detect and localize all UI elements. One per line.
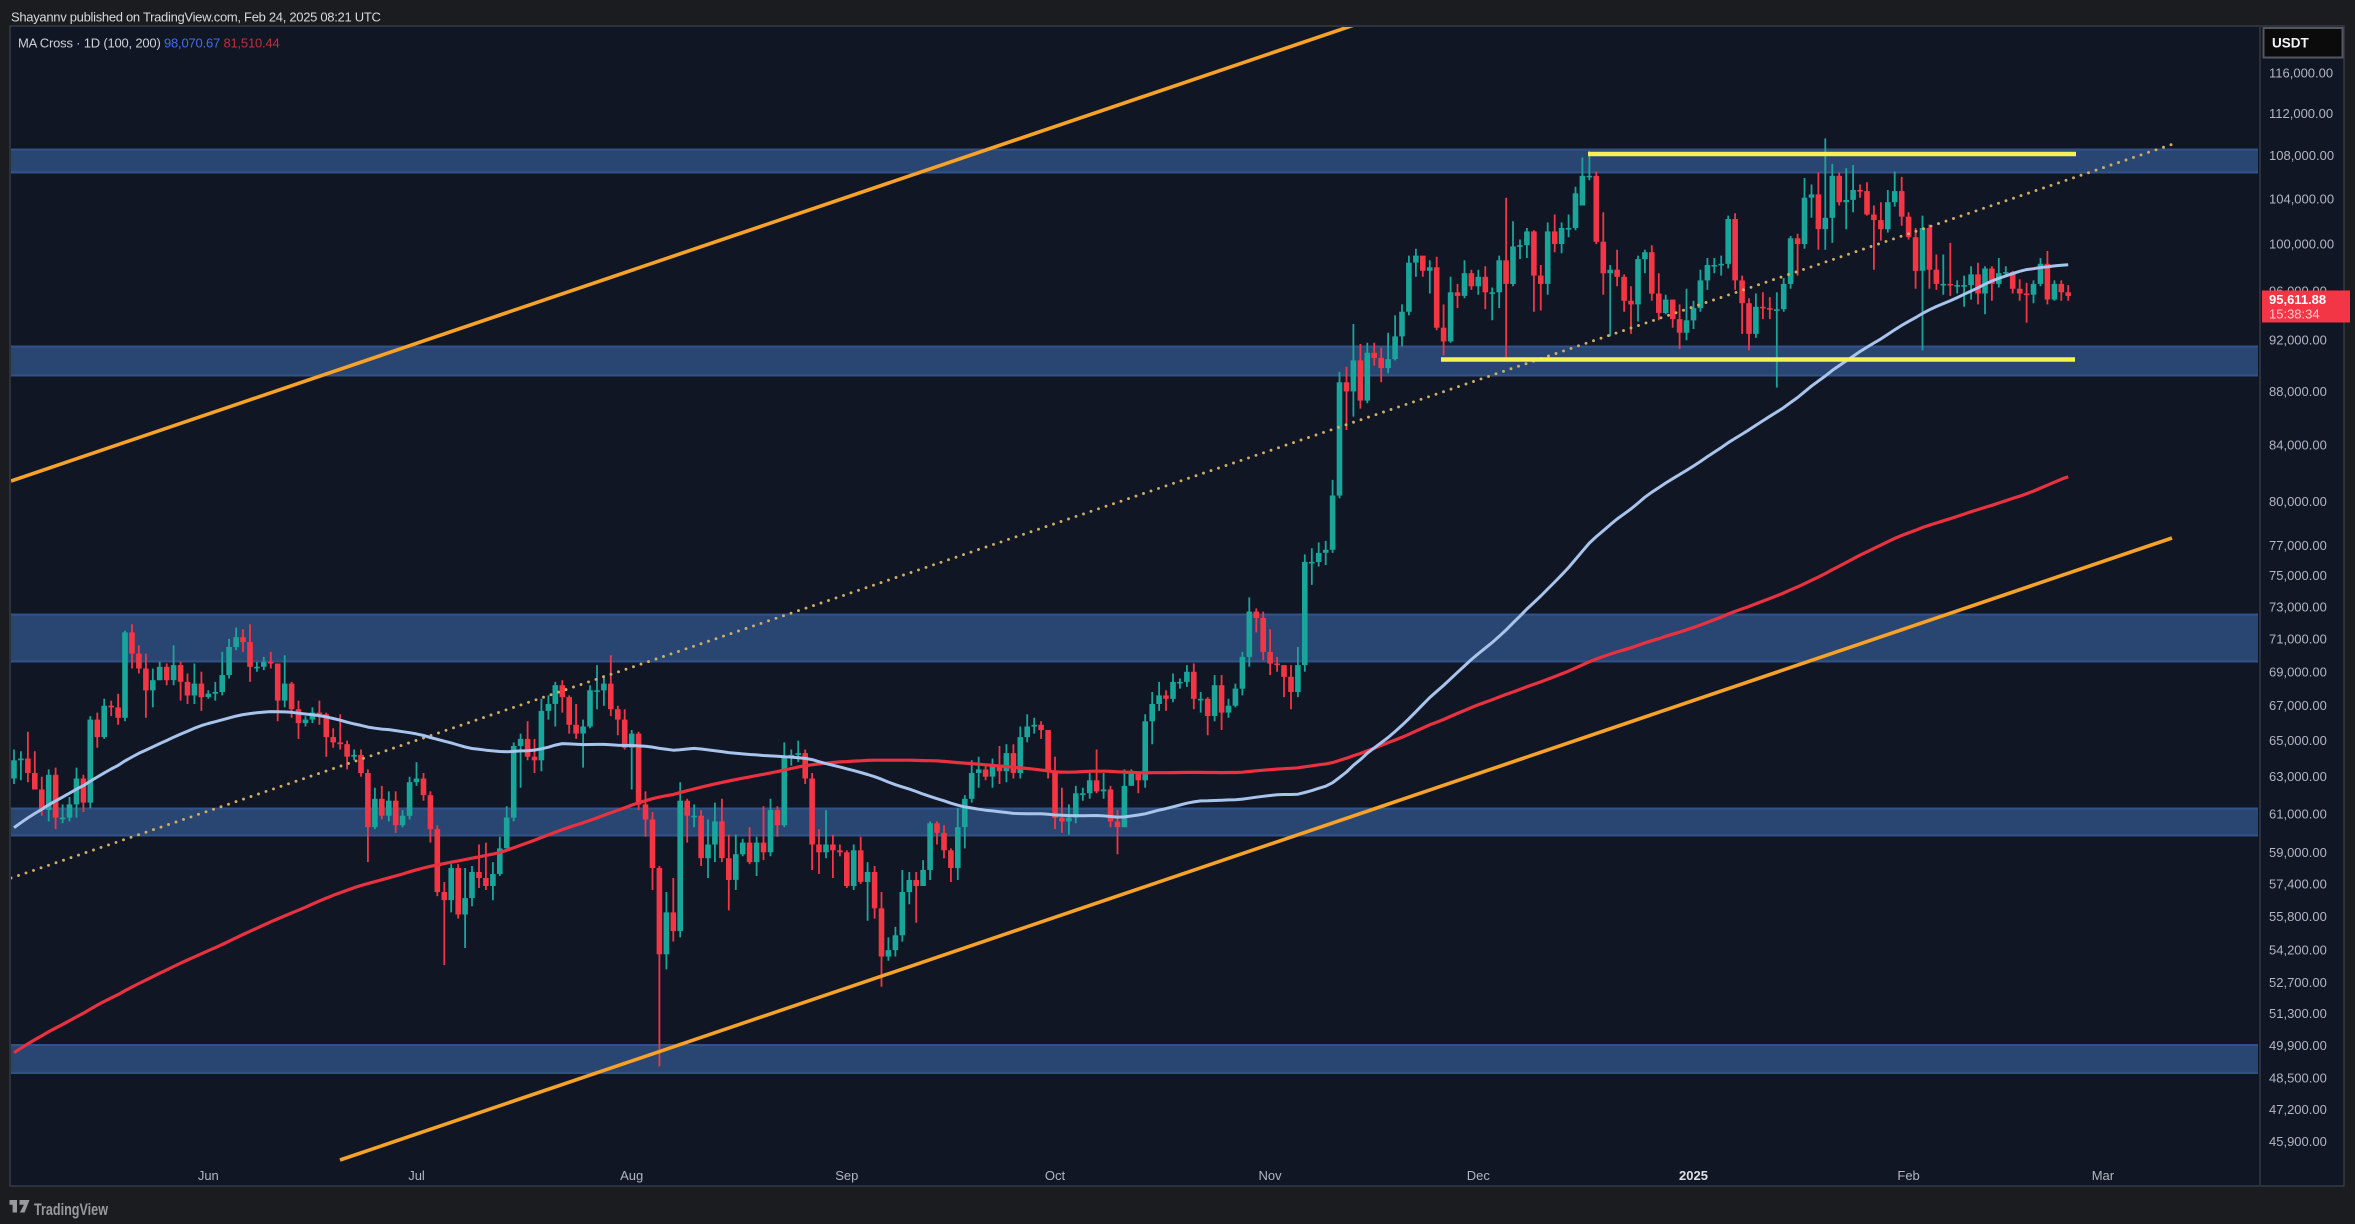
svg-text:Oct: Oct [1045, 1168, 1066, 1183]
svg-text:69,000.00: 69,000.00 [2269, 664, 2327, 679]
svg-text:80,000.00: 80,000.00 [2269, 494, 2327, 509]
svg-text:88,000.00: 88,000.00 [2269, 384, 2327, 399]
svg-text:55,800.00: 55,800.00 [2269, 909, 2327, 924]
svg-text:61,000.00: 61,000.00 [2269, 806, 2327, 821]
svg-text:Aug: Aug [620, 1168, 643, 1183]
svg-text:Sep: Sep [835, 1168, 858, 1183]
svg-text:MA Cross · 1D (100, 200) 98,0: MA Cross · 1D (100, 200) 98,070.67 81,51… [18, 36, 280, 51]
svg-text:67,000.00: 67,000.00 [2269, 698, 2327, 713]
svg-text:116,000.00: 116,000.00 [2269, 66, 2333, 81]
svg-text:USDT: USDT [2272, 36, 2310, 51]
svg-text:63,000.00: 63,000.00 [2269, 769, 2327, 784]
svg-text:65,000.00: 65,000.00 [2269, 733, 2327, 748]
svg-text:49,900.00: 49,900.00 [2269, 1038, 2327, 1053]
svg-text:75,000.00: 75,000.00 [2269, 568, 2327, 583]
svg-text:59,000.00: 59,000.00 [2269, 845, 2327, 860]
svg-text:TradingView: TradingView [34, 1200, 109, 1219]
svg-text:104,000.00: 104,000.00 [2269, 191, 2334, 206]
svg-text:57,400.00: 57,400.00 [2269, 877, 2327, 892]
svg-text:Mar: Mar [2092, 1168, 2115, 1183]
svg-text:47,200.00: 47,200.00 [2269, 1102, 2327, 1117]
svg-text:Feb: Feb [1897, 1168, 1919, 1183]
svg-text:112,000.00: 112,000.00 [2269, 106, 2333, 121]
svg-text:52,700.00: 52,700.00 [2269, 975, 2327, 990]
svg-text:Shayannv published on TradingV: Shayannv published on TradingView.com, F… [11, 10, 381, 25]
svg-text:Jun: Jun [198, 1168, 219, 1183]
svg-text:2025: 2025 [1679, 1168, 1708, 1183]
svg-text:77,000.00: 77,000.00 [2269, 538, 2327, 553]
svg-text:51,300.00: 51,300.00 [2269, 1006, 2327, 1021]
svg-text:100,000.00: 100,000.00 [2269, 237, 2334, 252]
svg-text:Nov: Nov [1259, 1168, 1283, 1183]
svg-text:73,000.00: 73,000.00 [2269, 599, 2327, 614]
svg-text:95,611.88: 95,611.88 [2269, 292, 2326, 307]
svg-text:84,000.00: 84,000.00 [2269, 438, 2327, 453]
svg-text:48,500.00: 48,500.00 [2269, 1071, 2327, 1086]
svg-text:108,000.00: 108,000.00 [2269, 148, 2334, 163]
svg-text:92,000.00: 92,000.00 [2269, 333, 2327, 348]
svg-text:54,200.00: 54,200.00 [2269, 943, 2327, 958]
svg-text:Jul: Jul [408, 1168, 425, 1183]
svg-text:Dec: Dec [1467, 1168, 1491, 1183]
svg-text:45,900.00: 45,900.00 [2269, 1134, 2327, 1149]
svg-text:71,000.00: 71,000.00 [2269, 631, 2327, 646]
svg-text:15:38:34: 15:38:34 [2269, 307, 2320, 322]
